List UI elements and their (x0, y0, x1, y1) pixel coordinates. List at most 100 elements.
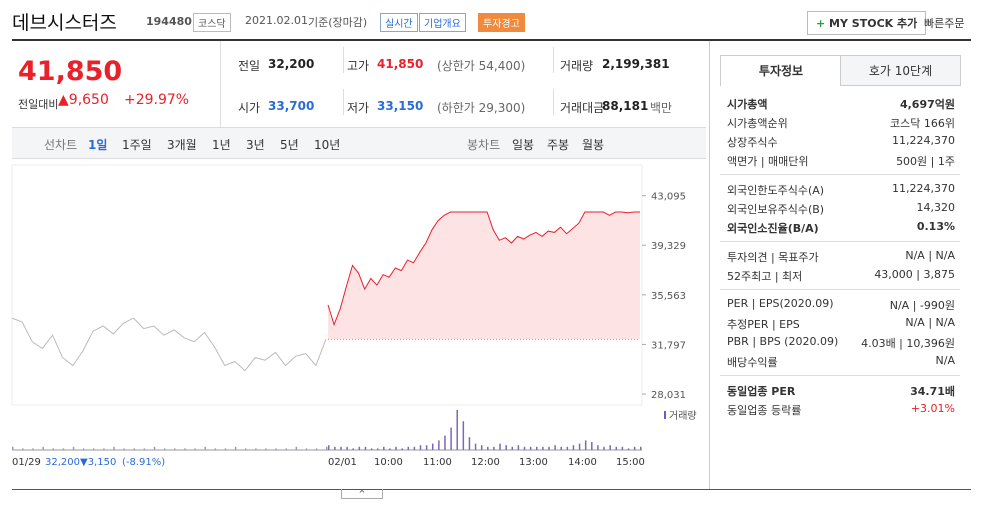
volume-bar (456, 410, 458, 450)
volume-bar (407, 446, 410, 450)
volume-bar (480, 445, 483, 450)
info-label: 추정PER | EPS (727, 318, 800, 331)
volume-bar (597, 445, 599, 450)
period-tab[interactable]: 5년 (280, 138, 299, 152)
volume-bar (438, 440, 440, 450)
x-tick-label: 02/01 (328, 457, 357, 468)
cell-value: 41,850 (377, 57, 424, 71)
x-tick-label: 14:00 (568, 457, 597, 468)
basis: 기준(장마감) (308, 16, 368, 29)
info-value: 34.71배 (910, 385, 955, 398)
quick-order[interactable]: 빠른주문 (924, 17, 965, 30)
volume-bar (72, 446, 75, 450)
period-tab[interactable]: 3년 (246, 138, 265, 152)
divider (343, 47, 344, 73)
info-value: 4,697억원 (899, 98, 955, 111)
volume-bar (640, 446, 642, 450)
volume-bar (244, 448, 247, 450)
volume-bar (499, 443, 501, 450)
y-tick-label: 39,329 (651, 241, 686, 252)
volume-bar (627, 448, 630, 450)
x-tick-label: 10:00 (374, 457, 403, 468)
info-label: 시가총액 (727, 98, 768, 111)
orderbook-tab[interactable]: 호가 10단계 (840, 55, 961, 86)
volume-bar (315, 448, 318, 450)
collapse-button[interactable]: ^ (341, 489, 383, 499)
info-value: 4.03배 | 10,396원 (861, 337, 955, 350)
mystock-label: MY STOCK 추가 (829, 17, 918, 30)
group-rule (720, 289, 960, 290)
volume-bar (468, 437, 471, 450)
divider (220, 41, 221, 127)
divider (343, 89, 344, 115)
volume-bar (133, 448, 136, 450)
company-dropdown[interactable]: 기업개요 (419, 13, 466, 32)
market-badge: 코스닥 (193, 13, 231, 32)
candle-tab[interactable]: 월봉 (582, 138, 605, 152)
info-label: 배당수익률 (727, 356, 778, 369)
header-rule (12, 39, 971, 41)
volume-bar (153, 446, 156, 450)
info-tab[interactable]: 투자정보 (720, 55, 842, 86)
cell-value: 32,200 (268, 57, 315, 71)
volume-bar (275, 448, 277, 450)
period-tab[interactable]: 1주일 (122, 138, 152, 152)
volume-bar (591, 442, 593, 450)
volume-bar (425, 445, 428, 450)
y-tick-label: 31,797 (651, 340, 686, 351)
volume-bar (358, 446, 361, 450)
volume-bar (511, 446, 514, 450)
volume-bar (265, 448, 267, 450)
cell-label: 시가 (238, 101, 261, 115)
volume-bar (493, 446, 495, 450)
x-tick-label: 12:00 (471, 457, 500, 468)
plot-frame (11, 164, 643, 406)
period-tab[interactable]: 1년 (212, 138, 231, 152)
volume-bar (326, 446, 328, 450)
cell-value: 33,150 (377, 99, 424, 113)
period-tab[interactable]: 10년 (314, 138, 341, 152)
area (328, 212, 640, 340)
info-value: N/A (935, 354, 955, 367)
volume-bar (413, 446, 416, 450)
volume-bar (340, 446, 342, 450)
volume-bar (603, 446, 605, 450)
volume-bar (295, 446, 298, 450)
volume-bar (548, 446, 550, 450)
volume-bar (376, 448, 379, 450)
volume-bar (609, 445, 611, 450)
mystock-button[interactable]: + MY STOCK 추가 (807, 11, 927, 35)
volume-bar (566, 446, 569, 450)
volume-bar (419, 445, 422, 450)
volume-bar (123, 448, 125, 450)
x-tick-label: 11:00 (423, 457, 452, 468)
info-value: 43,000 | 3,875 (874, 268, 955, 281)
cell-label: 전일 (238, 59, 261, 73)
cell-value: 88,181 (602, 99, 649, 113)
info-label: 상장주식수 (727, 136, 778, 149)
info-value: 11,224,370 (892, 134, 955, 147)
price-line (327, 211, 640, 327)
candle-tab[interactable]: 주봉 (547, 138, 570, 152)
period-tab[interactable]: 3개월 (167, 138, 197, 152)
y-tick-label: 28,031 (651, 390, 686, 401)
realtime-badge[interactable]: 실시간 (380, 13, 418, 32)
volume-bar (542, 446, 544, 450)
volume-bar (554, 445, 556, 450)
volume-bar (204, 446, 206, 450)
period-tab[interactable]: 1일 (88, 138, 108, 152)
volume-bar (52, 448, 55, 450)
info-label: 투자의견 | 목표주가 (727, 251, 819, 264)
cell-extra: (상한가 54,400) (437, 59, 526, 73)
info-value: N/A | N/A (905, 249, 955, 262)
candle-tab[interactable]: 일봉 (512, 138, 535, 152)
volume-bar (113, 446, 115, 450)
volume-bar (174, 448, 176, 450)
price: 41,850 (18, 56, 123, 87)
prev-close: 32,200 (45, 457, 80, 468)
volume-legend-mark (664, 411, 666, 419)
volume-bar (285, 448, 287, 450)
y-tick-label: 35,563 (651, 291, 686, 302)
volume-bar (305, 448, 308, 450)
prev-rate: (-8.91%) (122, 457, 165, 468)
